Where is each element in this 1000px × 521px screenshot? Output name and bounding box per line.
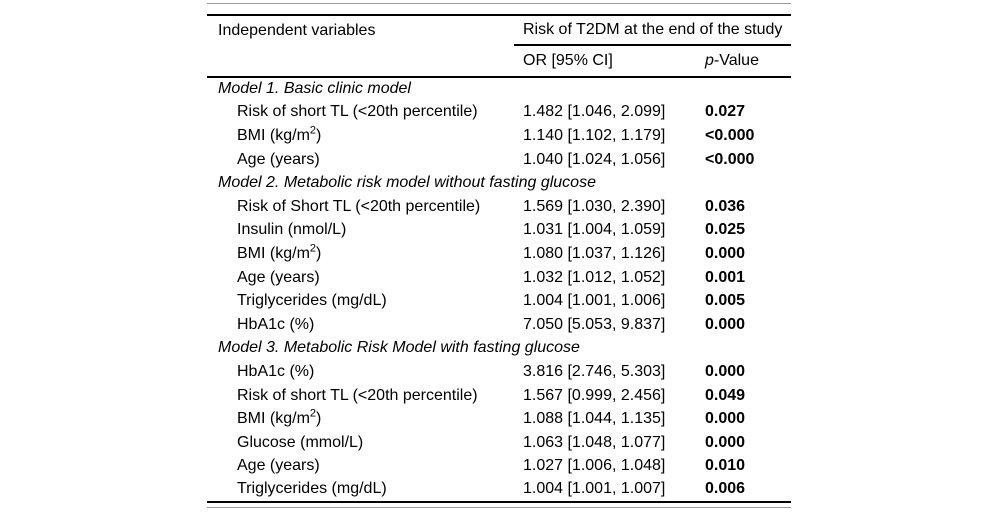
column-group-header-risk-t2dm: Risk of T2DM at the end of the study [514, 15, 792, 46]
table-row: HbA1c (%) 3.816 [2.746, 5.303] 0.000 [207, 360, 791, 384]
table-row: BMI (kg/m2) 1.140 [1.102, 1.179] <0.000 [207, 124, 791, 148]
p-value: 0.006 [705, 480, 746, 498]
variable-label: Age (years) [237, 150, 320, 168]
p-value: 0.000 [705, 433, 746, 451]
p-value: 0.027 [705, 103, 746, 121]
table-header: Independent variables Risk of T2DM at th… [207, 15, 792, 78]
or-ci-value: 1.027 [1.006, 1.048] [523, 457, 666, 475]
variable-label: Glucose (mmol/L) [237, 433, 364, 451]
or-ci-value: 1.140 [1.102, 1.179] [523, 126, 666, 144]
p-value: 0.000 [705, 410, 746, 428]
variable-label: Age (years) [237, 457, 320, 475]
variable-label: Risk of short TL (<20th percentile) [237, 103, 478, 121]
superscript: 2 [309, 124, 317, 137]
table-row: BMI (kg/m2) 1.080 [1.037, 1.126] 0.000 [207, 242, 791, 266]
or-ci-value: 1.032 [1.012, 1.052] [523, 268, 666, 286]
or-ci-value: 1.040 [1.024, 1.056] [523, 150, 666, 168]
or-ci-value: 1.004 [1.001, 1.006] [523, 292, 666, 310]
p-rest: -Value [713, 52, 759, 69]
section-title: Model 2. Metabolic risk model without fa… [218, 174, 596, 192]
table-row: Risk of short TL (<20th percentile) 1.482… [207, 101, 791, 125]
column-header-or-ci: OR [95% CI] [514, 45, 705, 78]
section-title-row: Model 1. Basic clinic model [207, 77, 791, 101]
header-spacer-cell [207, 45, 514, 78]
table-row: Age (years) 1.027 [1.006, 1.048] 0.010 [207, 455, 791, 479]
column-header-p-value: p-Value [705, 45, 792, 78]
bottom-outer-rule [207, 506, 791, 508]
statistics-table: Independent variables Risk of T2DM at th… [207, 3, 792, 508]
table-row: Glucose (mmol/L) 1.063 [1.048, 1.077] 0.00… [207, 431, 791, 455]
p-value: <0.000 [705, 150, 755, 168]
p-value: 0.005 [705, 292, 746, 310]
or-ci-value: 1.567 [0.999, 2.456] [523, 386, 666, 404]
variable-label: Triglycerides (mg/dL) [237, 480, 387, 498]
variable-label: HbA1c (%) [237, 315, 315, 333]
variable-label: HbA1c (%) [237, 362, 315, 380]
variable-label: Triglycerides (mg/dL) [237, 292, 387, 310]
header-row-sub: OR [95% CI] p-Value [207, 45, 792, 78]
p-value: 0.049 [705, 386, 746, 404]
variable-label: BMI (kg/m2) [237, 242, 322, 262]
p-value: 0.025 [705, 221, 746, 239]
variable-label: Risk of short TL (<20th percentile) [237, 386, 478, 404]
or-ci-value: 1.088 [1.044, 1.135] [523, 410, 666, 428]
p-italic: p [705, 52, 714, 69]
variable-label: BMI (kg/m2) [237, 407, 322, 428]
or-ci-value: 1.482 [1.046, 2.099] [523, 103, 666, 121]
or-ci-value: 1.063 [1.048, 1.077] [523, 433, 666, 451]
table-row: Risk of Short TL (<20th percentile) 1.569… [207, 195, 791, 219]
variable-label: Risk of Short TL (<20th percentile) [237, 197, 481, 215]
column-header-independent-variables: Independent variables [218, 21, 376, 39]
table-row: Age (years) 1.032 [1.012, 1.052] 0.001 [207, 266, 791, 290]
table-row: Age (years) 1.040 [1.024, 1.056] <0.000 [207, 148, 791, 172]
regression-table: Independent variables Risk of T2DM at th… [207, 14, 792, 503]
superscript: 2 [309, 242, 317, 255]
p-value: 0.000 [705, 315, 746, 333]
or-ci-value: 1.031 [1.004, 1.059] [523, 221, 666, 239]
p-value: 0.010 [705, 457, 746, 475]
table-row: HbA1c (%) 7.050 [5.053, 9.837] 0.000 [207, 313, 791, 337]
p-value: 0.036 [705, 197, 746, 215]
variable-label: Age (years) [237, 268, 320, 286]
table-body: Model 1. Basic clinic model Risk of short… [207, 77, 791, 502]
superscript: 2 [309, 407, 317, 420]
p-value: 0.000 [705, 244, 746, 262]
table-row: Risk of short TL (<20th percentile) 1.567… [207, 384, 791, 408]
header-row-group: Independent variables Risk of T2DM at th… [207, 15, 792, 46]
or-ci-value: 3.816 [2.746, 5.303] [523, 362, 666, 380]
top-outer-rule [207, 3, 791, 4]
section-title: Model 3. Metabolic Risk Model with fasti… [218, 339, 580, 357]
or-ci-value: 1.080 [1.037, 1.126] [523, 244, 666, 262]
table-row: Triglycerides (mg/dL) 1.004 [1.001, 1.007… [207, 478, 791, 502]
section-title-row: Model 2. Metabolic risk model without fa… [207, 171, 791, 195]
variable-label: BMI (kg/m2) [237, 124, 322, 144]
table-row: Insulin (nmol/L) 1.031 [1.004, 1.059] 0.02… [207, 219, 791, 243]
section-title-row: Model 3. Metabolic Risk Model with fasti… [207, 337, 791, 361]
table-row: Triglycerides (mg/dL) 1.004 [1.001, 1.006… [207, 289, 791, 313]
variable-label: Insulin (nmol/L) [237, 221, 347, 239]
or-ci-value: 7.050 [5.053, 9.837] [523, 315, 666, 333]
section-title: Model 1. Basic clinic model [218, 80, 411, 98]
table-row: BMI (kg/m2) 1.088 [1.044, 1.135] 0.000 [207, 407, 791, 431]
or-ci-value: 1.004 [1.001, 1.007] [523, 480, 666, 498]
p-value: <0.000 [705, 126, 755, 144]
p-value: 0.000 [705, 362, 746, 380]
or-ci-value: 1.569 [1.030, 2.390] [523, 197, 666, 215]
p-value: 0.001 [705, 268, 746, 286]
